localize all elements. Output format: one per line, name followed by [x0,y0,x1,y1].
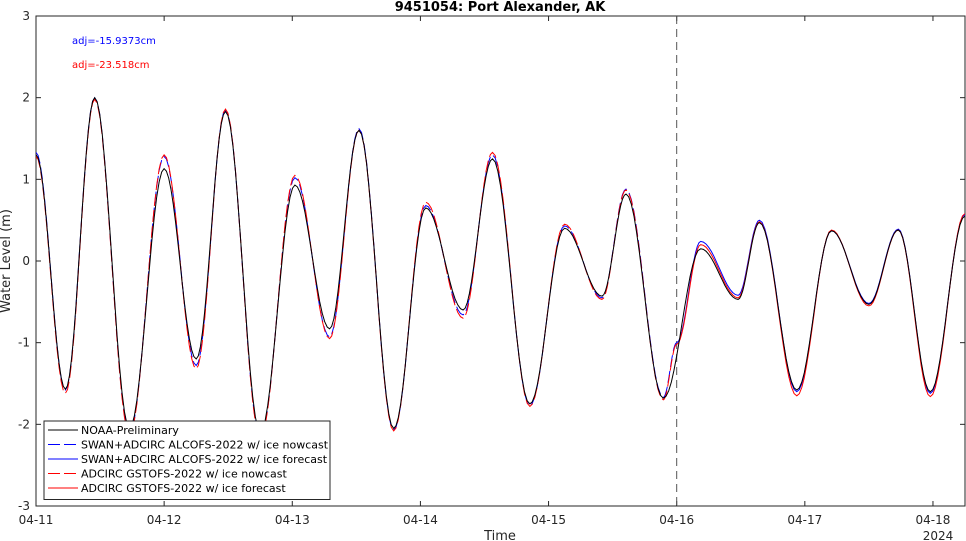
y-tick-label: -3 [18,499,30,513]
legend-entry: SWAN+ADCIRC ALCOFS-2022 w/ ice forecast [81,453,328,466]
adjustment-annotation: adj=-23.518cm [72,60,149,71]
x-axis-title: Time [483,529,516,541]
y-tick-label: 1 [22,172,30,186]
x-tick-label: 04-12 [147,513,182,527]
adjustment-annotation: adj=-15.9373cm [72,36,156,47]
x-tick-label: 04-11 [19,513,54,527]
plot-area: -3 -2 -1 0 1 2 3 04-11 04-12 04-13 04-14 04-15 04-16… [18,9,966,527]
legend-entry: NOAA-Preliminary [81,424,179,437]
y-tick-label: 3 [22,9,30,23]
y-tick-label: -2 [18,417,30,431]
y-tick-label: 2 [22,91,30,105]
x-tick-label: 04-16 [659,513,694,527]
y-tick-label: -1 [18,336,30,350]
series-line-0 [36,96,965,434]
x-tick-label: 04-13 [275,513,310,527]
x-tick-label: 04-18 [916,513,951,527]
x-tick-label: 04-15 [531,513,566,527]
legend-entry: ADCIRC GSTOFS-2022 w/ ice nowcast [81,468,287,481]
y-axis-title: Water Level (m) [0,209,14,313]
legend-box [43,420,331,500]
year-label: 2024 [923,529,954,541]
x-tick-label: 04-17 [787,513,822,527]
legend-entry: SWAN+ADCIRC ALCOFS-2022 w/ ice nowcast [81,439,329,452]
y-tick-label: 0 [22,254,30,268]
chart-title: 9451054: Port Alexander, AK [395,0,607,15]
x-tick-label: 04-14 [403,513,438,527]
legend-entry: ADCIRC GSTOFS-2022 w/ ice forecast [81,482,286,495]
